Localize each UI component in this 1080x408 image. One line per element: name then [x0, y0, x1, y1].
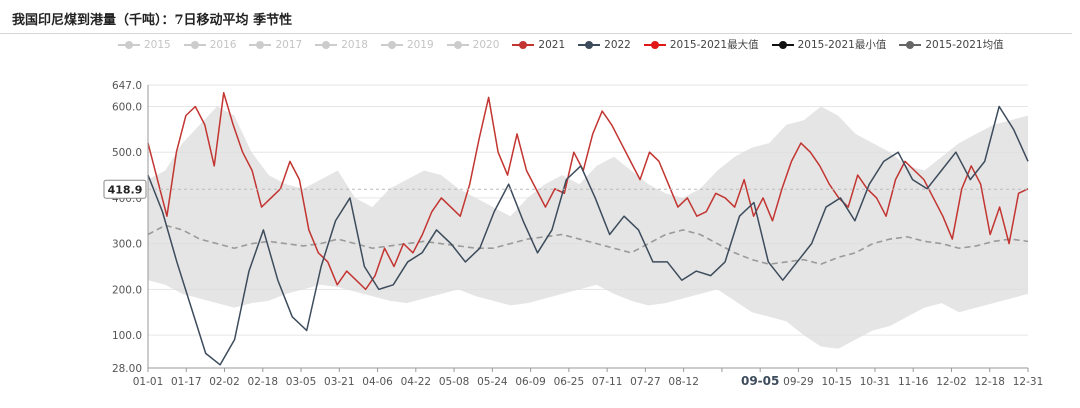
x-tick-label: 02-18: [248, 376, 279, 388]
legend-label: 2019: [406, 38, 434, 51]
y-tick-label: 200.0: [112, 284, 142, 296]
crosshair-layer: 418.9: [103, 179, 1028, 199]
legend-swatch-icon: [899, 40, 922, 49]
x-tick-label: 02-02: [209, 376, 240, 388]
cursor-value-label: 418.9: [108, 183, 143, 196]
legend-item-5[interactable]: 2020: [446, 38, 500, 51]
x-tick-label: 04-22: [401, 376, 432, 388]
legend-swatch-icon: [643, 40, 666, 49]
legend-item-0[interactable]: 2015: [118, 39, 171, 51]
legend-swatch-icon: [118, 40, 140, 49]
band-area: [148, 106, 1028, 349]
x-tick-label: 01-01: [133, 376, 164, 388]
year-series-layer: [147, 92, 1029, 366]
x-tick-label: 07-11: [592, 376, 623, 388]
x-tick-label: 05-24: [477, 376, 508, 388]
cursor-value-box: 418.9: [103, 179, 147, 199]
legend-swatch-icon: [380, 40, 403, 49]
x-tick-label: 10-15: [821, 376, 852, 388]
legend-item-8[interactable]: 2015-2021最大值: [643, 37, 759, 52]
chart-legend: 2015 2016 2017 2018 2019 2020 2021 2022 2015-202…: [118, 37, 1017, 52]
legend-label: 2018: [341, 38, 368, 51]
legend-swatch-icon: [512, 40, 535, 49]
x-tick-label: 09-29: [783, 376, 814, 388]
title-divider: [0, 33, 1072, 34]
series-line-2022[interactable]: [147, 105, 1029, 366]
x-tick-label: 11-16: [898, 376, 929, 388]
chart-title: 我国印尼煤到港量（千吨）：7日移动平均 季节性: [12, 13, 293, 28]
y-tick-label: 647.0: [112, 80, 142, 92]
x-tick-label: 12-18: [974, 376, 1005, 388]
legend-swatch-icon: [249, 40, 272, 49]
legend-swatch-icon: [183, 40, 206, 49]
x-tick-label: 07-27: [630, 376, 661, 388]
legend-swatch-icon: [315, 40, 338, 49]
legend-item-3[interactable]: 2018: [315, 39, 368, 51]
legend-label: 2015: [144, 38, 171, 51]
cursor-value-bg: [103, 179, 147, 199]
y-tick-label: 100.0: [112, 330, 142, 342]
x-tick-label: 06-25: [554, 376, 585, 388]
y-tick-label: 500.0: [112, 147, 142, 159]
series-line-2021[interactable]: [147, 92, 1029, 291]
legend-item-6[interactable]: 2021: [512, 39, 565, 51]
x-tick-label: 03-05: [286, 376, 317, 388]
legend-swatch-icon: [446, 40, 469, 49]
legend-label: 2015-2021最大值: [669, 39, 759, 51]
x-tick-label: 03-21: [324, 376, 355, 388]
y-tick-label: 600.0: [112, 101, 142, 113]
legend-label: 2022: [604, 38, 631, 51]
x-tick-label: 05-08: [439, 376, 470, 388]
x-tick-label: 01-17: [171, 376, 202, 388]
x-tick-label: 12-31: [1013, 376, 1044, 388]
mean-series-layer: [147, 224, 1029, 266]
legend-item-2[interactable]: 2017: [249, 39, 302, 51]
legend-item-1[interactable]: 2016: [183, 38, 237, 51]
legend-item-10[interactable]: 2015-2021均值: [899, 37, 1004, 52]
min-max-band: [148, 106, 1028, 349]
legend-label: 2021: [538, 38, 566, 51]
legend-swatch-icon: [578, 40, 601, 49]
x-tick-label: 10-31: [860, 376, 891, 388]
x-tick-label: 04-06: [362, 376, 393, 388]
legend-label: 2015-2021均值: [925, 39, 1004, 51]
y-tick-label: 300.0: [112, 239, 142, 251]
legend-label: 2016: [209, 38, 237, 51]
legend-item-7[interactable]: 2022: [578, 39, 631, 51]
legend-label: 2020: [472, 38, 500, 51]
mean-series-line[interactable]: [147, 224, 1029, 266]
axis-layer: 28.00100.0200.0300.0400.0500.0600.0647.0…: [112, 80, 1043, 388]
y-tick-label: 28.00: [112, 363, 142, 375]
legend-swatch-icon: [771, 40, 794, 49]
legend-item-4[interactable]: 2019: [380, 38, 434, 51]
x-tick-label-cursor: 09-05: [741, 374, 779, 388]
legend-item-9[interactable]: 2015-2021最小值: [771, 37, 887, 52]
legend-label: 2015-2021最小值: [797, 39, 887, 51]
x-tick-label: 06-09: [515, 376, 546, 388]
x-tick-label: 12-02: [936, 376, 967, 388]
legend-label: 2017: [275, 38, 303, 51]
x-tick-label: 08-12: [668, 376, 699, 388]
